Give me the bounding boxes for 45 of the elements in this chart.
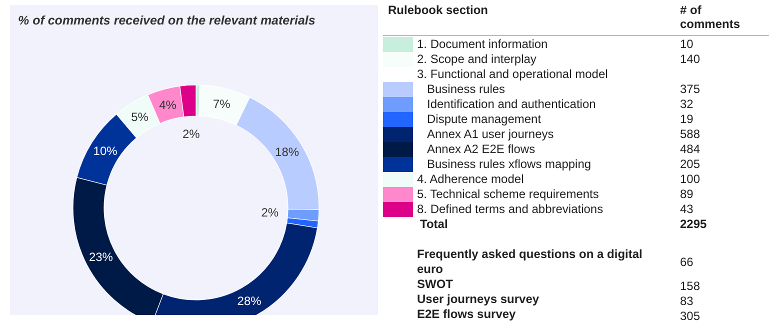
text: 158 — [680, 279, 700, 294]
text: 3. Functional and operational model — [417, 67, 608, 82]
text: 484 — [680, 142, 700, 157]
data-label: 23% — [88, 250, 114, 264]
data-label: 18% — [275, 144, 300, 159]
text: Frequently asked questions on a digital euro — [417, 247, 644, 277]
text: 375 — [680, 82, 700, 97]
text: User journeys survey — [417, 292, 540, 307]
text: Total — [420, 217, 448, 232]
legend-label: Business rules — [427, 82, 506, 97]
data-label: 7% — [212, 97, 231, 112]
text: 205 — [680, 157, 700, 172]
text: 140 — [680, 52, 700, 67]
text: # of comments — [680, 3, 742, 31]
text: 305 — [680, 309, 700, 324]
text: 2295 — [680, 217, 707, 232]
text: 32 — [680, 97, 694, 112]
legend-label: Annex A1 user journeys — [427, 127, 554, 142]
data-label: 2% — [261, 205, 279, 220]
text: 89 — [680, 187, 694, 202]
legend-label: Dispute management — [427, 112, 542, 127]
legend-title: Rulebook section — [388, 3, 488, 18]
text: SWOT — [417, 277, 453, 292]
legend-label: 4. Adherence model — [417, 172, 524, 187]
text: 66 — [680, 255, 694, 270]
legend-label: Annex A2 E2E flows — [427, 142, 536, 157]
legend-label: 1. Document information — [417, 37, 548, 52]
data-label: 28% — [237, 294, 262, 308]
text: 588 — [680, 127, 700, 142]
chart-title: % of comments received on the relevant materials — [18, 14, 316, 28]
legend-label: Business rules xflows mapping — [427, 157, 592, 172]
data-label: 2% — [182, 127, 200, 142]
text: 10 — [680, 37, 694, 52]
text: 100 — [680, 172, 700, 187]
text: E2E flows survey — [417, 307, 516, 322]
legend-label: 8. Defined terms and abbreviations — [417, 202, 604, 217]
data-label: 10% — [93, 144, 118, 158]
legend-label: Identification and authentication — [427, 97, 596, 112]
text: 43 — [680, 202, 694, 217]
data-label: 5% — [131, 110, 149, 124]
legend-label: 5. Technical scheme requirements — [417, 187, 599, 202]
data-label: 4% — [159, 98, 177, 112]
legend-label: 2. Scope and interplay — [417, 52, 536, 67]
text: 19 — [680, 112, 694, 127]
text: 83 — [680, 294, 694, 309]
